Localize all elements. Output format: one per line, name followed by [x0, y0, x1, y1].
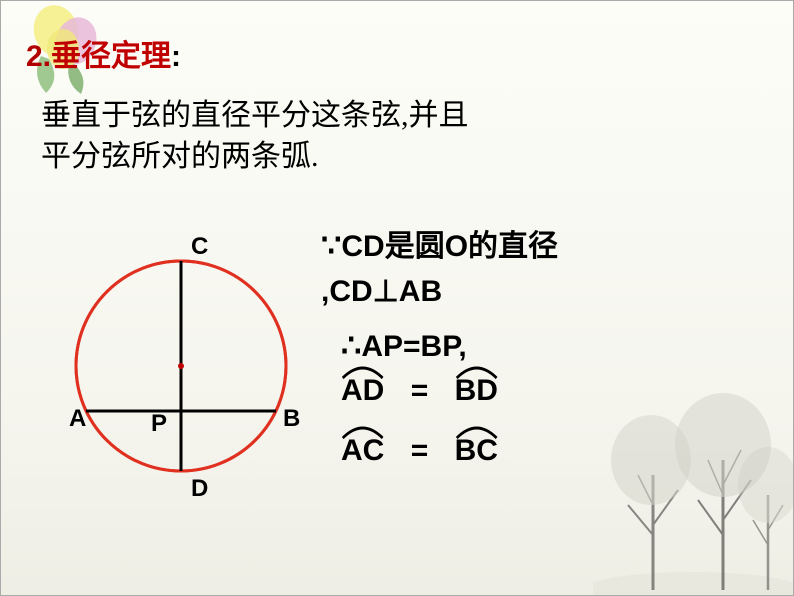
arc-over-ac-icon	[341, 422, 384, 442]
slide: 2.垂径定理: 垂直于弦的直径平分这条弦,并且 平分弦所对的两条弧. C A B…	[0, 0, 794, 596]
arc-bc: BC	[455, 434, 498, 468]
arc-over-bd-icon	[455, 362, 498, 382]
body-line-2: 平分弦所对的两条弧.	[41, 137, 469, 178]
conclusion-1: AP=BP,	[361, 330, 466, 363]
proof-block: ∵CD是圆O的直径 ,CD⊥AB ∴AP=BP, AD = BD	[321, 221, 781, 484]
arc-bd: BD	[455, 374, 498, 408]
proof-conclusion-1: ∴AP=BP,	[341, 326, 781, 364]
label-c: C	[191, 233, 208, 260]
arc-ac: AC	[341, 434, 384, 468]
therefore-symbol: ∴	[341, 327, 361, 363]
circle-diagram: C A B D P	[51, 226, 311, 506]
label-d: D	[191, 475, 208, 502]
premise-2: ,CD⊥AB	[321, 275, 442, 308]
arc-over-ad-icon	[341, 362, 384, 382]
theorem-title: 2.垂径定理:	[26, 31, 181, 75]
title-text: 垂径定理	[51, 40, 171, 73]
arc-ad: AD	[341, 374, 384, 408]
label-b: B	[283, 405, 300, 432]
center-point	[178, 363, 184, 369]
equals-1: =	[411, 374, 429, 408]
title-colon: :	[171, 40, 181, 73]
premise-1: CD是圆O的直径	[341, 230, 558, 263]
arc-equality-2: AC = BC	[341, 434, 781, 484]
arc-over-bc-icon	[455, 422, 498, 442]
label-a: A	[69, 405, 86, 432]
proof-premise: ∵CD是圆O的直径 ,CD⊥AB	[321, 221, 781, 314]
theorem-body: 垂直于弦的直径平分这条弦,并且 平分弦所对的两条弧.	[41, 96, 469, 177]
because-symbol: ∵	[321, 227, 341, 263]
body-line-1: 垂直于弦的直径平分这条弦,并且	[41, 96, 469, 137]
arc-equality-1: AD = BD	[341, 374, 781, 424]
title-number: 2.	[26, 40, 51, 73]
equals-2: =	[411, 434, 429, 468]
label-p: P	[151, 410, 167, 437]
